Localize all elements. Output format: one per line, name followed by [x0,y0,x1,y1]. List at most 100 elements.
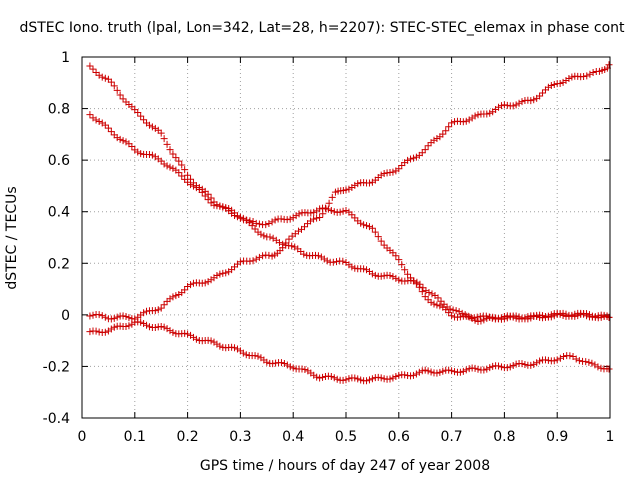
data-point [449,306,457,314]
data-point [157,129,165,137]
data-point [236,213,244,221]
data-point [421,366,429,374]
data-point [439,130,447,138]
data-point [415,283,423,291]
data-point [518,360,526,368]
data-point [365,223,373,231]
data-point [339,376,347,384]
data-point [116,91,124,99]
data-point [363,266,371,274]
data-point [342,186,350,194]
data-point [488,314,496,322]
y-tick-label: -0.4 [43,411,70,427]
data-point [407,155,415,163]
data-point [395,371,403,379]
data-point [107,78,115,86]
data-point [556,310,564,318]
data-point [151,307,159,315]
data-point [339,207,347,215]
data-point [412,153,420,161]
data-point [470,314,478,322]
data-point [286,215,294,223]
data-point [377,374,385,382]
data-point [605,61,613,69]
data-point [219,269,227,277]
data-point [119,95,127,103]
data-point [465,365,473,373]
data-point [409,154,417,162]
y-axis-label: dSTEC / TECUs [4,186,20,289]
data-point [169,164,177,172]
x-tick-label: 0.3 [229,429,251,445]
data-point [262,221,270,229]
data-point [374,373,382,381]
data-point [187,281,195,289]
data-point [260,232,268,240]
data-point [572,355,580,363]
data-point [107,325,115,333]
data-point [351,374,359,382]
x-axis-label: GPS time / hours of day 247 of year 2008 [200,458,490,474]
data-point [509,313,517,321]
data-point [92,327,100,335]
data-point [395,276,403,284]
y-tick-label: 0 [61,308,70,324]
data-point [172,292,180,300]
data-point [363,377,371,385]
data-point [433,301,441,309]
y-tick-label: 0.4 [48,205,70,221]
data-point [389,168,397,176]
data-point [98,73,106,81]
data-point [354,375,362,383]
data-point [140,309,148,317]
data-point [314,252,322,260]
data-point [497,314,505,322]
data-point [295,210,303,218]
data-point [565,75,573,83]
data-point [553,356,561,364]
data-point [434,294,442,302]
data-point [110,323,118,331]
data-point [137,112,145,120]
data-point [239,214,247,222]
data-point [401,266,409,274]
data-point [477,317,485,325]
data-point [259,252,267,260]
data-point [480,316,488,324]
data-point [377,237,385,245]
data-point [300,250,308,258]
data-point [521,360,529,368]
data-point [345,185,353,193]
data-point [143,321,151,329]
data-point [518,98,526,106]
data-point [181,286,189,294]
data-point [289,364,297,372]
data-point [294,227,302,235]
data-point [377,171,385,179]
data-point [446,305,454,313]
data-point [433,369,441,377]
data-point [536,357,544,365]
data-point [316,214,324,222]
data-point [436,302,444,310]
data-point [148,151,156,159]
data-point [577,309,585,317]
axes-layer: 0 0.1 0.2 0.3 0.4 0.5 0.6 0.7 0.8 0.9 1 -0.4 -0.2 0 0.… [43,50,615,445]
data-point [544,312,552,320]
data-point [280,359,288,367]
data-point [456,313,464,321]
data-point [427,298,435,306]
data-point [430,136,438,144]
data-point [283,216,291,224]
data-point [137,150,145,158]
data-point [301,223,309,231]
data-point [594,312,602,320]
data-point [257,230,265,238]
data-point [483,110,491,118]
data-point [252,219,260,227]
data-point [483,365,491,373]
data-point [371,228,379,236]
data-point [418,149,426,157]
data-point [398,261,406,269]
data-point [580,73,588,81]
